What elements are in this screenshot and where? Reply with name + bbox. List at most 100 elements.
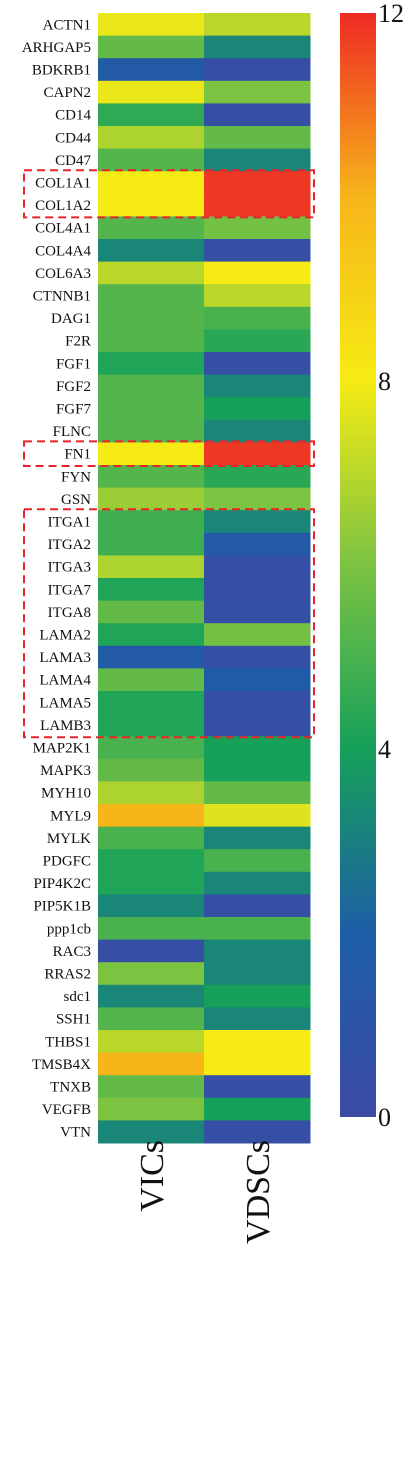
heatmap-cell [98,58,205,82]
heatmap-cell [98,465,205,489]
heatmap-cell [204,1120,311,1144]
heatmap-cell [204,1052,311,1076]
heatmap-cell [98,329,205,353]
heatmap-cell [204,984,311,1008]
gene-label: FLNC [53,424,91,440]
gene-labels: ACTN1 ARHGAP5 BDKRB1 CAPN2 CD14 CD44 CD47 COL1A… [22,17,92,1140]
heatmap-cell [98,917,205,941]
heatmap-cell [204,623,311,647]
gene-label: THBS1 [45,1034,91,1050]
heatmap-cell [204,261,311,285]
heatmap-cell [98,713,205,737]
gene-label: MYH10 [41,786,91,802]
heatmap-cell [98,758,205,782]
highlight-box [23,440,315,467]
gene-label: PDGFC [43,854,91,870]
gene-label: FGF2 [56,379,91,395]
colorbar-tick-label: 8 [378,367,391,396]
gene-label: COL1A1 [35,176,91,192]
heatmap-cell [98,193,205,217]
heatmap-cell [98,171,205,195]
highlight-box [23,508,315,739]
heatmap-cell [204,35,311,59]
heatmap-cell [98,555,205,579]
heatmap-cell [98,939,205,963]
gene-label: BDKRB1 [32,63,91,79]
colorbar [340,13,376,1117]
heatmap-cell [98,781,205,805]
heatmap-cell [204,148,311,172]
heatmap-cell [98,1007,205,1031]
gene-label: ITGA7 [48,582,92,598]
heatmap-cell [98,871,205,895]
heatmap-cell [204,510,311,534]
gene-label: ARHGAP5 [22,40,91,56]
heatmap-cell [98,1075,205,1099]
highlight-boxes [23,169,315,739]
heatmap-cell [204,578,311,602]
heatmap-cell [204,306,311,330]
gene-label: RRAS2 [44,967,91,983]
heatmap-cell [98,306,205,330]
heatmap-cell [204,193,311,217]
heatmap-cell [204,962,311,986]
gene-label: RAC3 [53,944,91,960]
gene-label: SSH1 [56,1012,91,1028]
heatmap-cell [98,148,205,172]
heatmap-cell [204,80,311,104]
heatmap-cell [204,871,311,895]
heatmap-cell [204,555,311,579]
gene-label: LAMB3 [40,718,91,734]
gene-label: FGF7 [56,402,92,418]
heatmap-cell [204,58,311,82]
heatmap-cell [98,691,205,715]
heatmap-cell [98,668,205,692]
heatmap-cell [98,510,205,534]
heatmap-cell [204,894,311,918]
colorbar-tick-label: 0 [378,1103,391,1132]
gene-label: MAPK3 [40,763,91,779]
gene-label: CD44 [55,130,91,146]
colorbar-tick-label: 4 [378,735,391,764]
heatmap-cell [204,849,311,873]
gene-label: ITGA3 [48,560,91,576]
gene-label: ITGA2 [48,537,91,553]
column-labels: VICs VDSCs [134,1140,277,1244]
gene-label: CAPN2 [43,85,91,101]
gene-label: CD14 [55,108,91,124]
gene-label: COL4A1 [35,221,91,237]
heatmap-cell [204,239,311,263]
gene-label: TNXB [50,1080,91,1096]
heatmap-cell [98,13,205,37]
heatmap-cell [204,668,311,692]
heatmap-cell [204,126,311,150]
gene-label: LAMA4 [39,673,91,689]
heatmap-cell [204,13,311,37]
heatmap-cell [204,419,311,443]
gene-label: F2R [65,334,91,350]
heatmap-cell [98,80,205,104]
heatmap-cell [204,1007,311,1031]
heatmap-cell [98,645,205,669]
heatmap-cell [98,894,205,918]
heatmap-cell [98,984,205,1008]
heatmap-cell [98,216,205,240]
heatmap-cell [204,374,311,398]
heatmap-cell [204,758,311,782]
gene-label: LAMA2 [39,628,91,644]
heatmap-cell [204,465,311,489]
heatmap-cell [98,103,205,127]
heatmap-cell [204,691,311,715]
heatmap-cell [98,239,205,263]
heatmap-cell [98,397,205,421]
heatmap-cell [204,397,311,421]
gene-label: FN1 [64,447,91,463]
colorbar-tick-label: 12 [378,0,404,28]
gene-label: FGF1 [56,356,91,372]
heatmap-cell [204,1075,311,1099]
gene-label: ppp1cb [47,921,91,937]
heatmap-cell [204,804,311,828]
gene-label: VTN [60,1125,91,1141]
heatmap-cell [98,487,205,511]
